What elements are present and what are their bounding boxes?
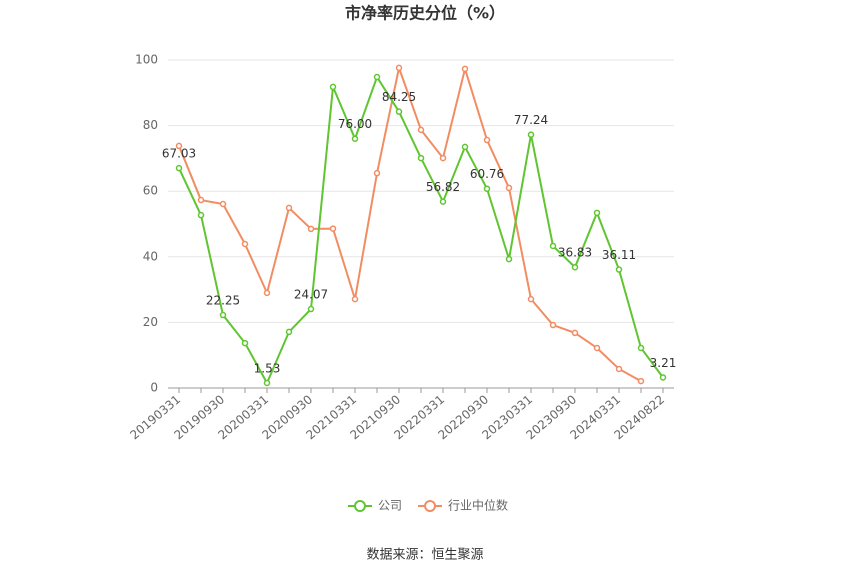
data-label: 67.03 [162,147,196,161]
point [219,200,227,208]
point [571,329,579,337]
point [285,328,293,336]
legend-marker [424,500,437,512]
y-tick-label: 100 [135,53,158,67]
y-tick-label: 40 [143,249,158,263]
point [351,295,359,303]
point [219,311,227,319]
point [307,225,315,233]
series-line [178,74,664,386]
y-tick-label: 80 [143,118,158,132]
point [285,204,293,212]
point [615,266,623,273]
point [505,255,513,263]
point [329,83,337,91]
point [549,321,557,329]
data-label: 22.25 [206,294,240,308]
data-label: 36.83 [558,246,592,260]
point [461,143,469,151]
point [241,240,249,248]
point [483,136,491,144]
point [263,379,271,387]
y-tick-label: 60 [143,184,158,198]
point [637,344,645,352]
point [527,131,535,138]
point [417,154,425,162]
point [549,242,557,250]
point [395,64,403,72]
point [659,374,667,381]
point [373,169,381,177]
legend-label: 公司 [378,499,402,513]
point [615,365,623,373]
point [527,295,535,303]
point [175,142,183,150]
point [417,126,425,134]
legend-marker [354,500,366,512]
source: 数据来源：恒生聚源 [366,548,483,563]
point [351,135,359,142]
point [461,65,469,73]
point [329,225,337,232]
data-label: 24.07 [294,288,328,302]
point [241,339,249,347]
point [373,73,381,81]
y-tick-label: 20 [143,315,158,329]
point [197,211,205,219]
data-label: 84.25 [382,90,416,104]
y-tick-label: 0 [150,381,158,395]
point [593,344,601,352]
point [571,263,579,271]
series-line [178,64,642,382]
point [439,154,447,162]
data-label: 36.11 [602,248,636,262]
point [505,184,513,192]
point [395,108,403,115]
point [307,305,315,313]
point [197,196,205,204]
data-label: 1.53 [254,361,281,375]
data-label: 76.00 [338,117,372,131]
legend-label: 行业中位数 [448,498,508,513]
chart-title: 市净率历史分位（%） [345,4,505,23]
point [483,185,491,192]
point [593,209,601,217]
data-label: 3.21 [650,356,677,370]
point [263,289,271,297]
point [439,198,447,205]
point [637,377,645,385]
point [175,164,183,172]
data-label: 77.24 [514,113,548,127]
data-label: 60.76 [470,167,504,181]
data-label: 56.82 [426,180,460,194]
